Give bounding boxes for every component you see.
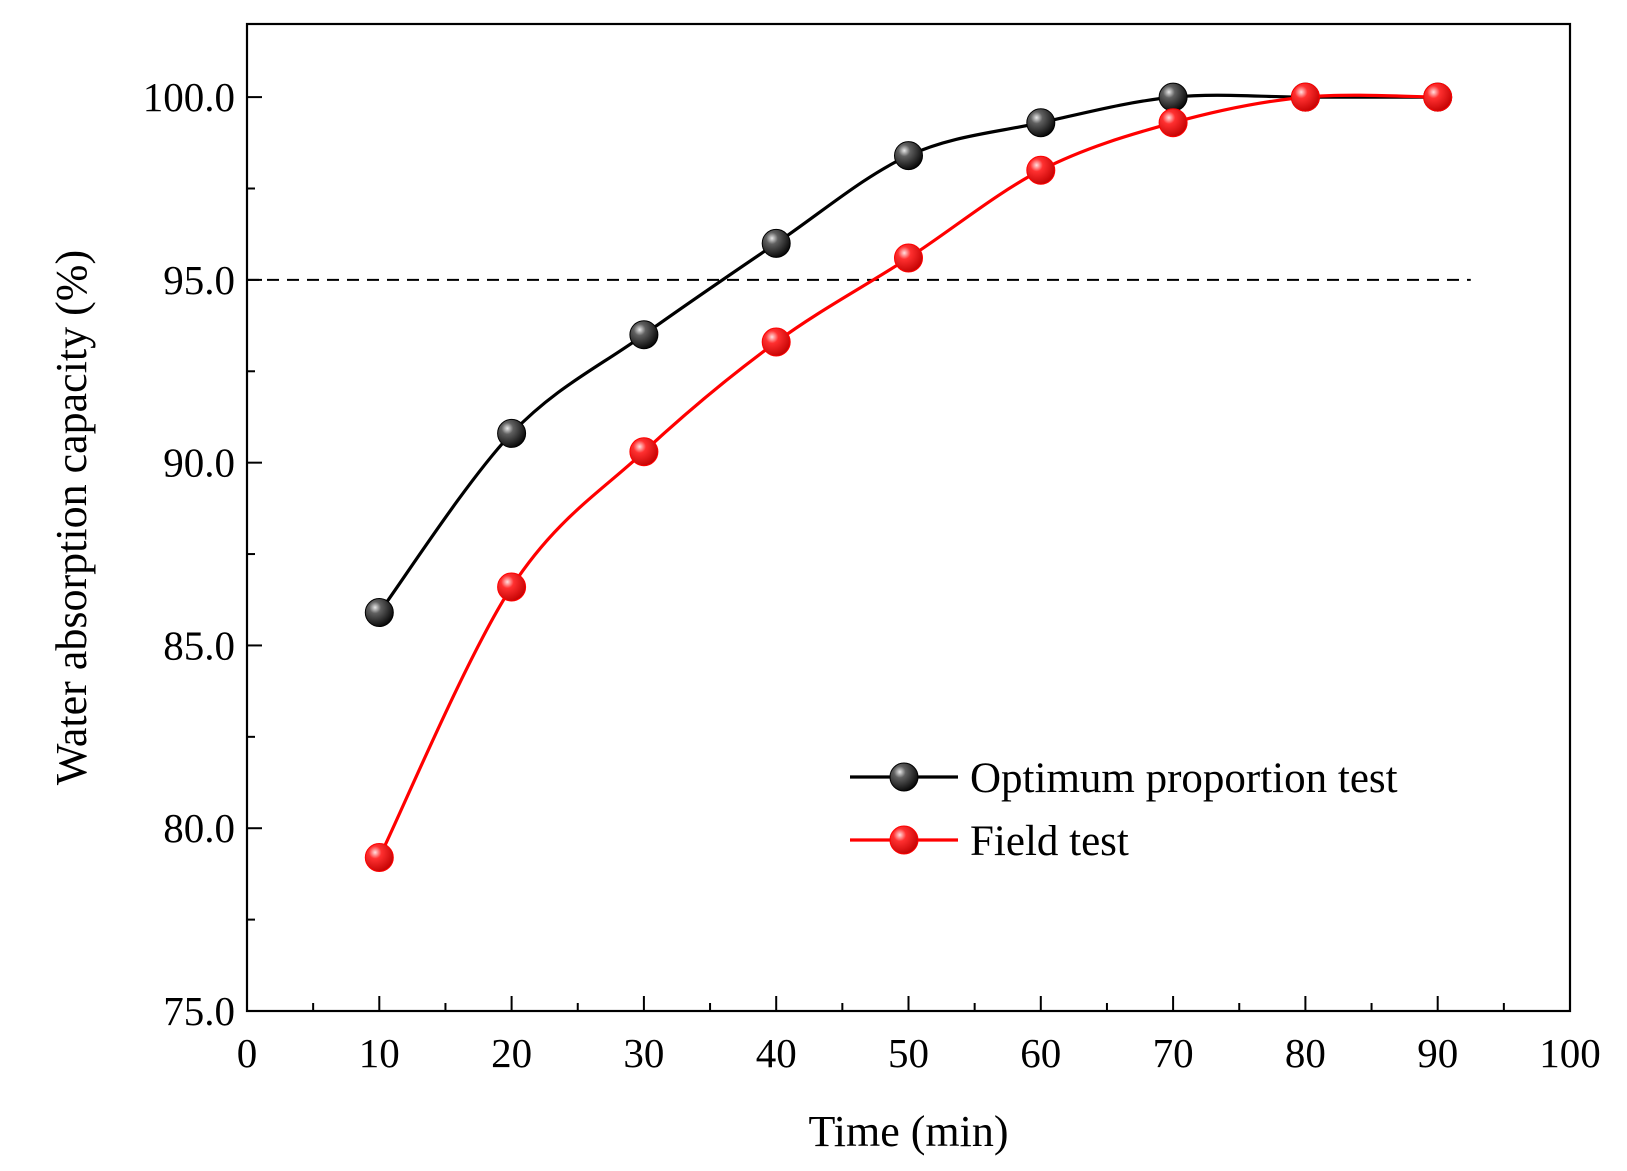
- data-point: [894, 243, 923, 273]
- legend-label: Optimum proportion test: [970, 755, 1398, 802]
- x-tick-label: 70: [1153, 1030, 1194, 1076]
- x-axis-title: Time (min): [808, 1107, 1008, 1156]
- legend-entry-1: Optimum proportion test: [850, 755, 1398, 802]
- y-tick-label: 75.0: [163, 988, 235, 1034]
- data-point: [1158, 82, 1188, 112]
- y-tick-label: 85.0: [163, 622, 235, 668]
- data-point: [497, 572, 527, 602]
- data-point: [497, 418, 527, 448]
- data-point: [1026, 155, 1056, 185]
- data-point: [761, 327, 791, 357]
- series-line: [377, 93, 1438, 859]
- x-tick-label: 100: [1539, 1030, 1601, 1076]
- legend-marker: [889, 762, 919, 792]
- legend-entry-2: Field test: [850, 818, 1129, 865]
- x-tick-label: 40: [756, 1030, 797, 1076]
- series-2: [364, 82, 1453, 872]
- legend: Optimum proportion test Field test: [850, 755, 1398, 865]
- series-1: [364, 82, 1453, 628]
- x-tick-label: 90: [1417, 1030, 1458, 1076]
- data-point: [629, 437, 659, 467]
- y-tick-label: 95.0: [163, 257, 235, 303]
- data-point: [364, 598, 394, 628]
- legend-marker: [889, 825, 919, 855]
- data-point: [1290, 82, 1320, 112]
- series-line: [378, 93, 1438, 614]
- data-point: [894, 141, 923, 171]
- x-tick-label: 0: [237, 1030, 258, 1076]
- x-tick-label: 60: [1020, 1030, 1061, 1076]
- x-tick-label: 30: [623, 1030, 664, 1076]
- y-axis-title: Water absorption capacity (%): [47, 250, 96, 785]
- x-tick-label: 50: [888, 1030, 929, 1076]
- data-point: [1423, 82, 1453, 112]
- data-point: [761, 228, 791, 258]
- series-layer: [364, 82, 1453, 872]
- y-tick-label: 90.0: [163, 440, 235, 486]
- data-point: [364, 842, 394, 872]
- y-tick-label: 80.0: [163, 805, 235, 851]
- data-point: [1026, 108, 1056, 138]
- ticks-layer: 0 10 20 30 40 50 60 70 80 90 100 75.0 80.0 85.0 90.0 95…: [143, 74, 1601, 1076]
- legend-label: Field test: [970, 818, 1129, 865]
- x-tick-label: 20: [491, 1030, 532, 1076]
- x-tick-label: 10: [359, 1030, 400, 1076]
- data-point: [1158, 108, 1188, 138]
- data-point: [629, 320, 659, 350]
- y-tick-label: 100.0: [143, 74, 235, 120]
- x-tick-label: 80: [1285, 1030, 1326, 1076]
